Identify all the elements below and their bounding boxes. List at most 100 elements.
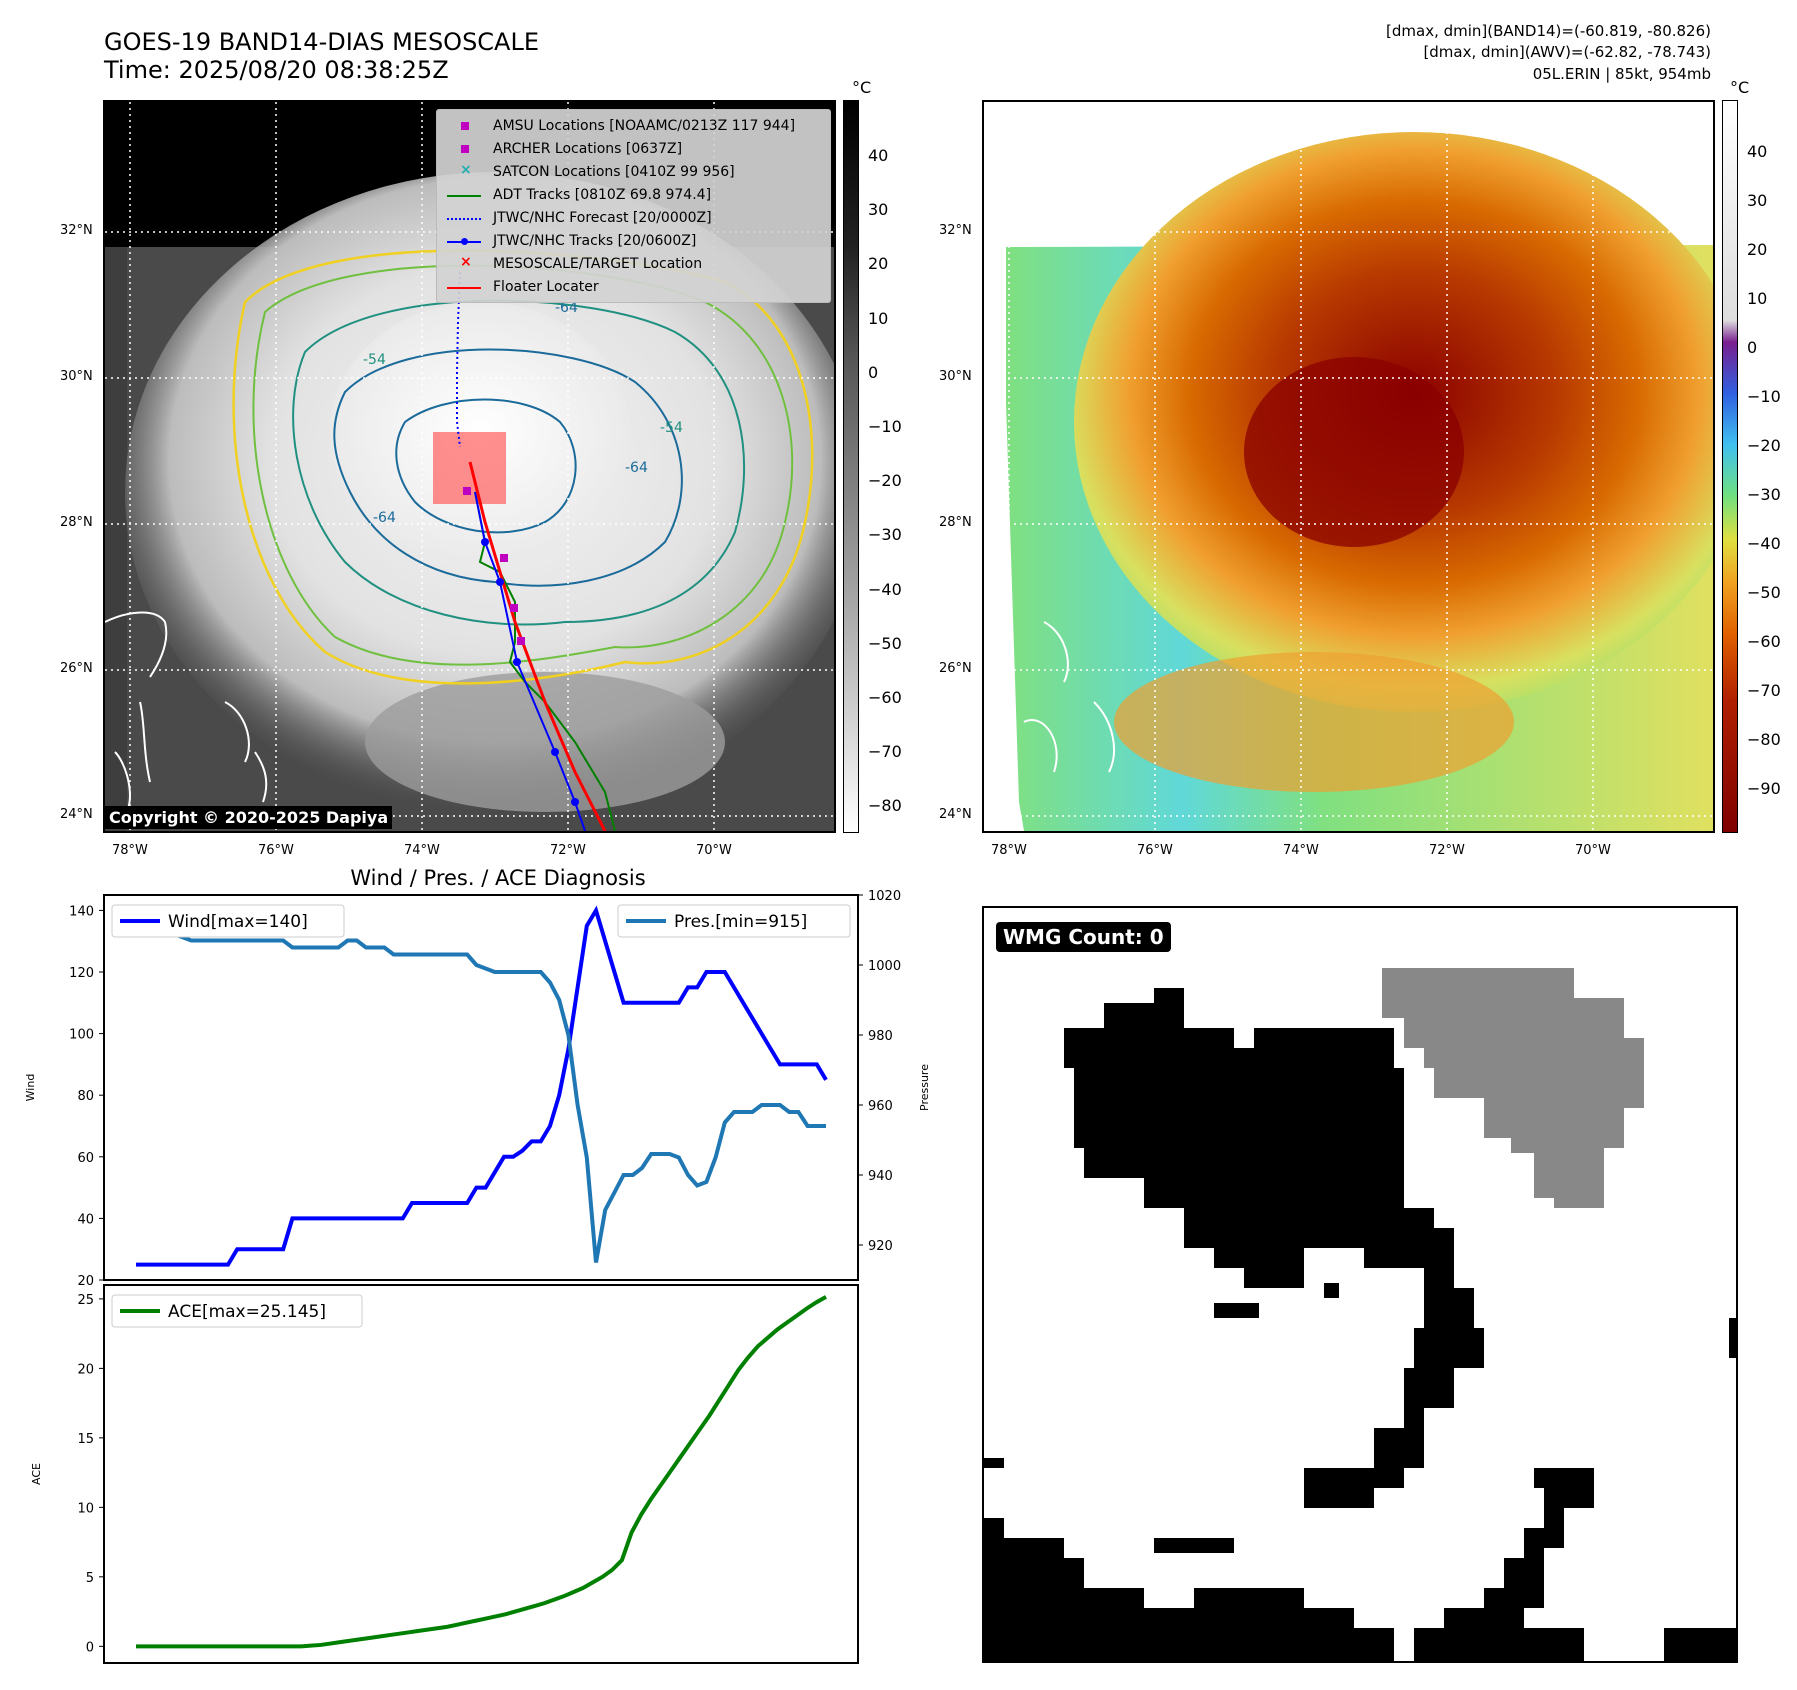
colorbar-tick: −80 bbox=[868, 796, 902, 816]
colorbar-unit: °C bbox=[852, 78, 872, 97]
y-tick-label: 0 bbox=[86, 1640, 94, 1655]
y-axis-label: Wind bbox=[24, 1074, 37, 1102]
colorbar-tick: −60 bbox=[868, 688, 902, 707]
legend-label: SATCON Locations [0410Z 99 956] bbox=[493, 163, 735, 180]
colorbar-tick: −80 bbox=[1747, 730, 1781, 749]
lon-label: 72°W bbox=[1429, 843, 1465, 858]
colorbar-tick: −20 bbox=[868, 471, 902, 491]
colorbar-tick: 0 bbox=[1747, 338, 1758, 357]
y-tick-label: 5 bbox=[86, 1571, 94, 1586]
colorbar-tick: 10 bbox=[1747, 289, 1768, 308]
x-icon: × bbox=[460, 253, 472, 270]
page-time: Time: 2025/08/20 08:38:25Z bbox=[104, 56, 449, 84]
y2-tick-label: 980 bbox=[868, 1029, 893, 1044]
y2-tick-label: 920 bbox=[868, 1239, 893, 1254]
legend-label: ARCHER Locations [0637Z] bbox=[493, 140, 683, 157]
wind-legend-box bbox=[111, 904, 345, 938]
colorbar-tick: −90 bbox=[1747, 779, 1781, 798]
y-tick-label: 20 bbox=[77, 1274, 94, 1289]
lon-label: 74°W bbox=[404, 843, 440, 858]
y-axis-label: ACE bbox=[30, 1463, 43, 1485]
colorbar-tick: 30 bbox=[1747, 191, 1768, 210]
colorbar-tick: 0 bbox=[868, 362, 879, 382]
line-icon bbox=[445, 280, 485, 294]
lon-label: 76°W bbox=[1137, 843, 1173, 858]
ir-satellite-map: -64 -54 -64 -54 -64 AMSU Locations [NOAA… bbox=[103, 100, 836, 833]
awv-satellite-svg bbox=[984, 102, 1713, 831]
colorbar-tick: −70 bbox=[1747, 681, 1781, 700]
contour-blue bbox=[333, 348, 683, 587]
lon-label: 78°W bbox=[991, 843, 1027, 858]
colorbar-tick: −30 bbox=[868, 525, 902, 545]
colorbar-tick: 40 bbox=[1747, 142, 1768, 161]
lon-label: 70°W bbox=[1575, 843, 1611, 858]
contour-inner bbox=[395, 398, 577, 534]
colorbar-tick: −70 bbox=[868, 742, 902, 762]
colorbar-tick: −40 bbox=[868, 579, 902, 599]
lat-label: 28°N bbox=[939, 515, 972, 530]
y2-tick-label: 1000 bbox=[868, 959, 901, 974]
lat-label: 28°N bbox=[60, 515, 93, 530]
legend-adt: ADT Tracks [0810Z 69.8 974.4] bbox=[445, 183, 822, 206]
dotted-line-icon bbox=[445, 211, 485, 225]
lat-label: 30°N bbox=[60, 369, 93, 384]
legend-label: Floater Locater bbox=[493, 278, 599, 295]
wmg-black-region bbox=[984, 988, 1736, 1661]
lon-label: 70°W bbox=[696, 843, 732, 858]
track-points bbox=[481, 538, 579, 806]
lat-label: 26°N bbox=[60, 661, 93, 676]
pres-legend-label: Pres.[min=915] bbox=[674, 912, 807, 932]
lon-label: 76°W bbox=[258, 843, 294, 858]
jtwc-forecast-track bbox=[456, 271, 461, 448]
wmg-mask-svg bbox=[984, 968, 1736, 1661]
lat-label: 24°N bbox=[939, 807, 972, 822]
awv-colorbar bbox=[1722, 100, 1738, 833]
y-tick-label: 80 bbox=[77, 1089, 94, 1104]
contour-teal bbox=[292, 299, 746, 626]
colorbar-tick: 20 bbox=[1747, 240, 1768, 259]
legend-archer: ARCHER Locations [0637Z] bbox=[445, 137, 822, 160]
y-tick-label: 140 bbox=[69, 904, 94, 919]
colorbar-tick: −10 bbox=[1747, 387, 1781, 406]
y-tick-label: 40 bbox=[77, 1212, 94, 1227]
ace-legend-box bbox=[111, 1294, 363, 1328]
awv-storm-core bbox=[1244, 357, 1464, 547]
amsu-archer-points bbox=[463, 487, 525, 645]
lat-label: 26°N bbox=[939, 661, 972, 676]
lon-label: 72°W bbox=[550, 843, 586, 858]
y-tick-label: 120 bbox=[69, 966, 94, 981]
pres-legend-box bbox=[617, 904, 851, 938]
lat-label: 24°N bbox=[60, 807, 93, 822]
square-icon bbox=[445, 119, 485, 133]
ace-series-line bbox=[136, 1295, 827, 1649]
plot-frame bbox=[103, 1284, 859, 1664]
y-tick-label: 20 bbox=[77, 1362, 94, 1377]
diagnosis-title: Wind / Pres. / ACE Diagnosis bbox=[350, 866, 646, 890]
colorbar-tick: −40 bbox=[1747, 534, 1781, 553]
lon-label: 74°W bbox=[1283, 843, 1319, 858]
ace-chart: 25 20 15 10 5 0 ACE ACE[max=25.145] bbox=[30, 1284, 859, 1664]
awv-satellite-map bbox=[982, 100, 1715, 833]
y2-axis-label: Pressure bbox=[918, 1064, 931, 1111]
lat-label: 32°N bbox=[60, 223, 93, 238]
info-storm: 05L.ERIN | 85kt, 954mb bbox=[1532, 65, 1711, 83]
copyright-notice: Copyright © 2020-2025 Dapiya bbox=[105, 806, 393, 829]
y2-tick-label: 960 bbox=[868, 1099, 893, 1114]
legend-label: MESOSCALE/TARGET Location bbox=[493, 255, 703, 272]
colorbar-tick: −50 bbox=[868, 633, 902, 653]
contour-label: -54 bbox=[660, 420, 683, 436]
colorbar-tick: 10 bbox=[868, 308, 889, 328]
colorbar-unit: °C bbox=[1730, 78, 1750, 97]
info-band14: [dmax, dmin](BAND14)=(-60.819, -80.826) bbox=[1386, 22, 1711, 40]
info-awv: [dmax, dmin](AWV)=(-62.82, -78.743) bbox=[1423, 43, 1711, 61]
legend-label: JTWC/NHC Tracks [20/0600Z] bbox=[493, 232, 697, 249]
map-legend: AMSU Locations [NOAAMC/0213Z 117 944] AR… bbox=[436, 109, 831, 303]
legend-jtwc-tracks: JTWC/NHC Tracks [20/0600Z] bbox=[445, 229, 822, 252]
y-tick-label: 15 bbox=[77, 1432, 94, 1447]
coastline-awv bbox=[1023, 621, 1115, 773]
legend-mesoscale: × MESOSCALE/TARGET Location bbox=[445, 252, 822, 275]
legend-floater: Floater Locater bbox=[445, 275, 822, 298]
contour-label: -54 bbox=[363, 352, 386, 368]
wind-pressure-chart: 140 120 100 80 60 40 20 1020 1000 980 960 940 920 Win… bbox=[24, 889, 931, 1289]
plot-frame bbox=[103, 894, 859, 1281]
